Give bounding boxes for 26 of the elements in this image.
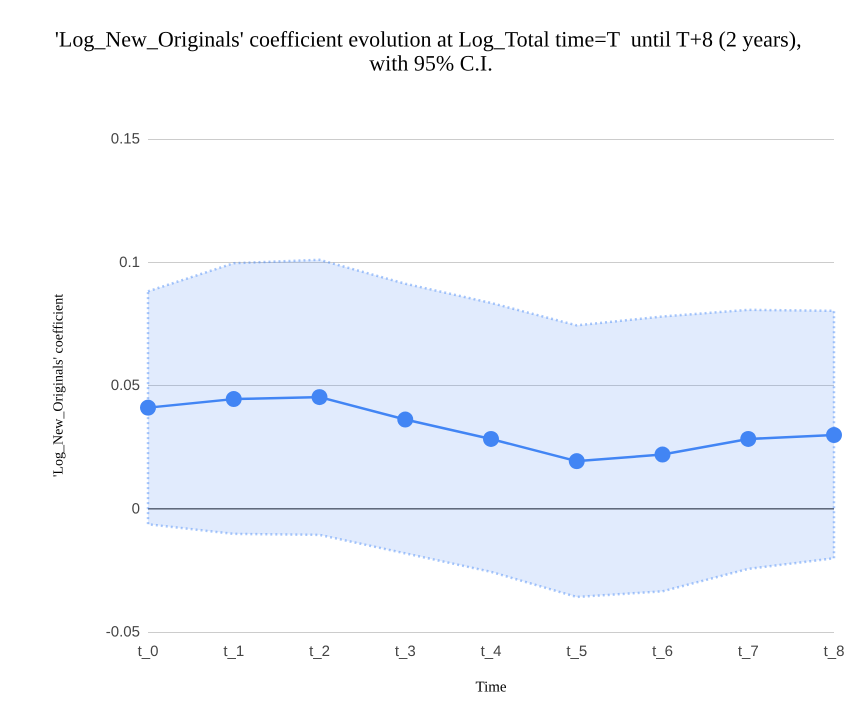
x-tick-label: t_5 bbox=[566, 643, 588, 660]
x-axis-title: Time bbox=[475, 680, 507, 696]
point bbox=[568, 453, 585, 470]
x-tick-label: t_1 bbox=[223, 643, 244, 660]
y-tick-label: 0.05 bbox=[110, 377, 140, 394]
point bbox=[654, 446, 670, 463]
y-axis-title: 'Log_New_Originals' coefficient bbox=[52, 294, 66, 478]
point bbox=[312, 389, 328, 406]
x-tick-label: t_4 bbox=[480, 643, 502, 660]
x-tick-label: t_3 bbox=[394, 643, 416, 660]
y-tick-label: 0.15 bbox=[110, 130, 140, 148]
point bbox=[826, 427, 842, 444]
x-tick-label: t_7 bbox=[738, 643, 759, 660]
x-tick-label: t_2 bbox=[309, 643, 330, 660]
x-tick-label: t_6 bbox=[652, 643, 673, 660]
point bbox=[140, 400, 156, 416]
point bbox=[740, 430, 756, 447]
point bbox=[226, 391, 242, 408]
point bbox=[397, 412, 414, 428]
point bbox=[483, 430, 499, 447]
y-tick-label: -0.05 bbox=[106, 624, 140, 640]
y-tick-label: 0.1 bbox=[119, 254, 140, 271]
y-tick-label: 0 bbox=[132, 500, 140, 518]
x-tick-label: t_0 bbox=[138, 643, 158, 660]
chart-title: 'Log_New_Originals' coefficient evolution at Log_Total time=T until T+8 (2 years), with 95% C.I. bbox=[54, 26, 808, 76]
x-tick-label: t_8 bbox=[824, 643, 844, 660]
